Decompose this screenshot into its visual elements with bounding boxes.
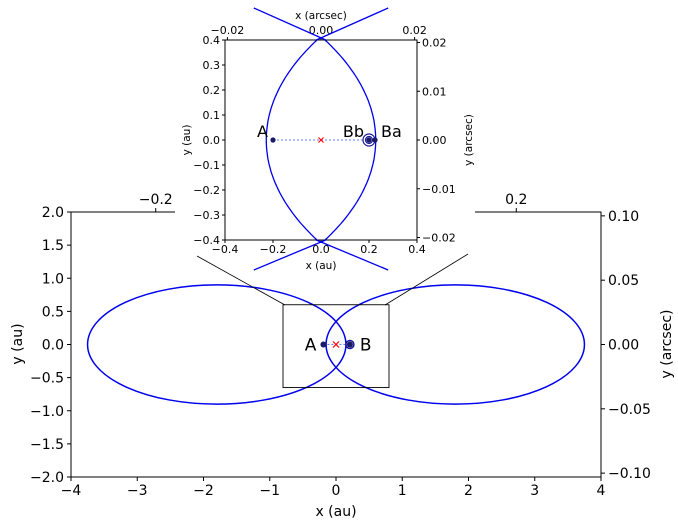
- main-secondary-x-ticks: −0.2 0.2: [71, 192, 601, 213]
- main-y-tick-label: −2.0: [30, 470, 64, 486]
- inset-orbit-overflow-1: [253, 7, 327, 41]
- inset-y-tick-label: −0.4: [193, 234, 220, 247]
- inset-y-tick-label: −0.2: [193, 184, 220, 197]
- main-x-tick-label: −1: [259, 483, 280, 499]
- main-x-tick-label: 1: [398, 483, 407, 499]
- main-x-tick-label: −3: [127, 483, 148, 499]
- inset-center-marker: [318, 137, 324, 143]
- zoom-connector-right: [384, 253, 469, 306]
- inset-point-bb: [366, 137, 372, 143]
- inset-orbit-overflow-3: [253, 239, 327, 271]
- main-point-a: [320, 341, 327, 348]
- main-point-label-a: A: [305, 336, 317, 356]
- inset-y2-tick-label: 0.02: [422, 37, 447, 50]
- inset-y-axis-label: y (au): [181, 125, 193, 156]
- inset-secondary-x-ticks: −0.02 0.00 0.02: [211, 24, 427, 40]
- inset-y-ticks: −0.4 −0.3 −0.2 −0.1 0.0 0.1 0.2 0.3 0.4: [193, 34, 225, 247]
- inset-y-tick-label: −0.3: [193, 209, 220, 222]
- inset-y-tick-label: 0.4: [203, 34, 221, 47]
- main-y-tick-label: 0.5: [42, 304, 64, 320]
- inset-x2-tick-label: 0.02: [402, 24, 427, 37]
- main-secondary-y-ticks: −0.10 −0.05 0.00 0.05 0.10: [601, 209, 651, 482]
- inset-point-a: [270, 137, 276, 143]
- main-x-axis-label: x (au): [315, 504, 356, 520]
- inset-x2-tick-label: −0.02: [211, 24, 245, 37]
- main-y2-tick-label: 0.05: [608, 273, 639, 289]
- main-y2-tick-label: −0.05: [608, 402, 651, 418]
- inset-point-label-bb: Bb: [343, 122, 364, 141]
- main-point-b: [346, 341, 353, 348]
- main-x-tick-label: 4: [597, 483, 606, 499]
- zoom-box-rect: [282, 304, 390, 389]
- inset-y-tick-label: 0.1: [203, 109, 221, 122]
- main-y-tick-label: −1.0: [30, 404, 64, 420]
- inset-x-tick-label: −0.2: [260, 243, 287, 256]
- main-y-tick-label: 1.5: [42, 238, 64, 254]
- main-x-ticks: −4 −3 −2 −1 0 1 2 3 4: [61, 477, 606, 499]
- inset-x-tick-label: −0.4: [212, 243, 239, 256]
- inset-y2-tick-label: 0.00: [422, 134, 447, 147]
- main-x-tick-label: −2: [193, 483, 214, 499]
- main-y-tick-label: 1.0: [42, 271, 64, 287]
- main-x2-tick-label: 0.2: [505, 192, 527, 208]
- main-point-label-b: B: [360, 336, 372, 356]
- main-zoom-box: [282, 304, 390, 389]
- main-y-axis-label: y (au): [10, 323, 26, 364]
- inset-y-tick-label: 0.0: [203, 134, 221, 147]
- inset-x-tick-label: 0.0: [312, 243, 330, 256]
- inset-y2-tick-label: 0.01: [422, 85, 447, 98]
- main-x2-tick-label: −0.2: [139, 192, 173, 208]
- inset-secondary-y-axis-label: y (arcsec): [463, 114, 475, 166]
- main-y2-tick-label: 0.10: [608, 209, 639, 225]
- inset-orbit-overflow-0: [315, 7, 389, 41]
- inset-y-tick-label: −0.1: [193, 159, 220, 172]
- inset-x-axis-label: x (au): [306, 260, 337, 272]
- main-y-tick-label: −0.5: [30, 371, 64, 387]
- main-x-tick-label: −4: [61, 483, 82, 499]
- inset-point-ba: [372, 137, 378, 143]
- main-y-tick-label: −1.5: [30, 437, 64, 453]
- inset-y2-tick-label: −0.02: [422, 232, 456, 245]
- inset-x2-tick-label: 0.00: [309, 24, 334, 37]
- inset-orbit-0: [265, 40, 318, 240]
- main-x-tick-label: 0: [332, 483, 341, 499]
- inset-x-tick-label: 0.2: [360, 243, 378, 256]
- inset-x-ticks: −0.4 −0.2 0.0 0.2 0.4: [212, 240, 426, 256]
- inset-orbit-overflow-2: [315, 239, 389, 271]
- inset-x-tick-label: 0.4: [408, 243, 426, 256]
- main-point-b-orbit: [345, 339, 355, 350]
- zoom-connector-left: [196, 255, 286, 306]
- inset-point-label-ba: Ba: [381, 122, 402, 141]
- inset-y2-tick-label: −0.01: [422, 183, 456, 196]
- inset-secondary-y-ticks: −0.02 −0.01 0.00 0.01 0.02: [417, 37, 456, 245]
- main-y2-tick-label: −0.10: [608, 466, 651, 482]
- inset-secondary-x-axis-label: x (arcsec): [295, 10, 347, 22]
- inset-y-tick-label: 0.3: [203, 59, 221, 72]
- main-y-tick-label: 2.0: [42, 205, 64, 221]
- main-y-tick-label: 0.0: [42, 338, 64, 354]
- inset-marks: A Bb Ba: [257, 122, 402, 147]
- main-y2-tick-label: 0.00: [608, 338, 639, 354]
- main-secondary-y-axis-label: y (arcsec): [659, 310, 675, 379]
- inset-y-tick-label: 0.2: [203, 84, 221, 97]
- main-x-tick-label: 3: [530, 483, 539, 499]
- main-center-marker: [332, 341, 340, 348]
- inset-point-label-a: A: [257, 122, 268, 141]
- inset-plot: A Bb Ba −0.4 −0.2 0.0 0.2 0.4 −0.4 −0.3 −0.2 −0.1…: [175, 7, 475, 272]
- main-x-tick-label: 2: [464, 483, 473, 499]
- main-y-ticks: −2.0 −1.5 −1.0 −0.5 0.0 0.5 1.0 1.5 2.0: [30, 205, 71, 486]
